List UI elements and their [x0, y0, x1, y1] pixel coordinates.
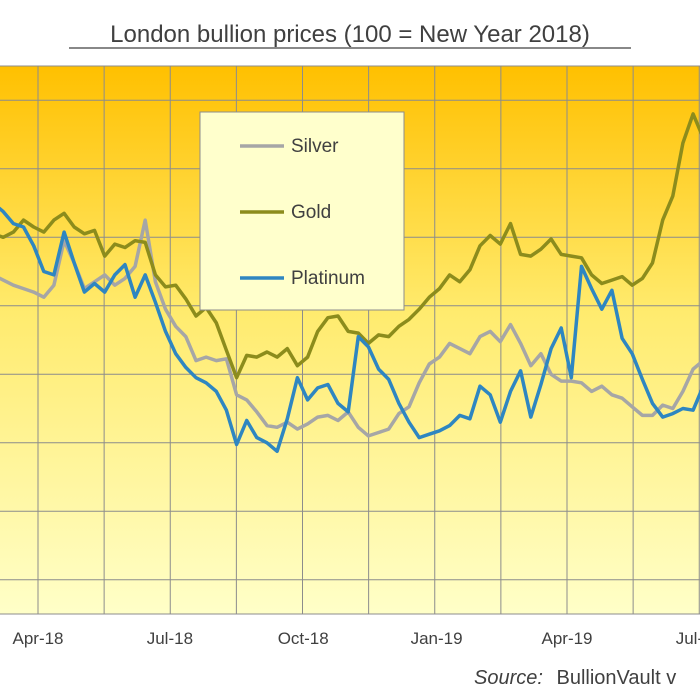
- x-tick-label: Jul-19: [676, 629, 700, 648]
- series-line-silver: [0, 218, 700, 438]
- legend-label-platinum: Platinum: [291, 268, 365, 289]
- series-line-gold: [0, 112, 700, 380]
- source-text: BullionVault v: [557, 667, 677, 689]
- legend-box: [199, 111, 405, 311]
- legend: Silver Gold Platinum: [199, 111, 405, 311]
- x-tick-label: Oct-18: [278, 629, 329, 648]
- grid-lines: [0, 65, 700, 615]
- series-line-platinum: [0, 206, 700, 454]
- x-axis-tick-labels: Apr-18 Jul-18 Oct-18 Jan-19 Apr-19 Jul-19: [12, 629, 700, 648]
- x-tick-label: Apr-18: [12, 629, 63, 648]
- legend-label-gold: Gold: [291, 202, 331, 223]
- x-tick-label: Jul-18: [147, 629, 193, 648]
- series-lines: [0, 112, 700, 454]
- legend-label-silver: Silver: [291, 136, 339, 157]
- x-tick-label: Apr-19: [541, 629, 592, 648]
- chart-title: London bullion prices (100 = New Year 20…: [110, 21, 590, 48]
- source-note: Source: BullionVault v: [474, 667, 676, 689]
- source-label: Source:: [474, 667, 543, 689]
- x-tick-label: Jan-19: [411, 629, 463, 648]
